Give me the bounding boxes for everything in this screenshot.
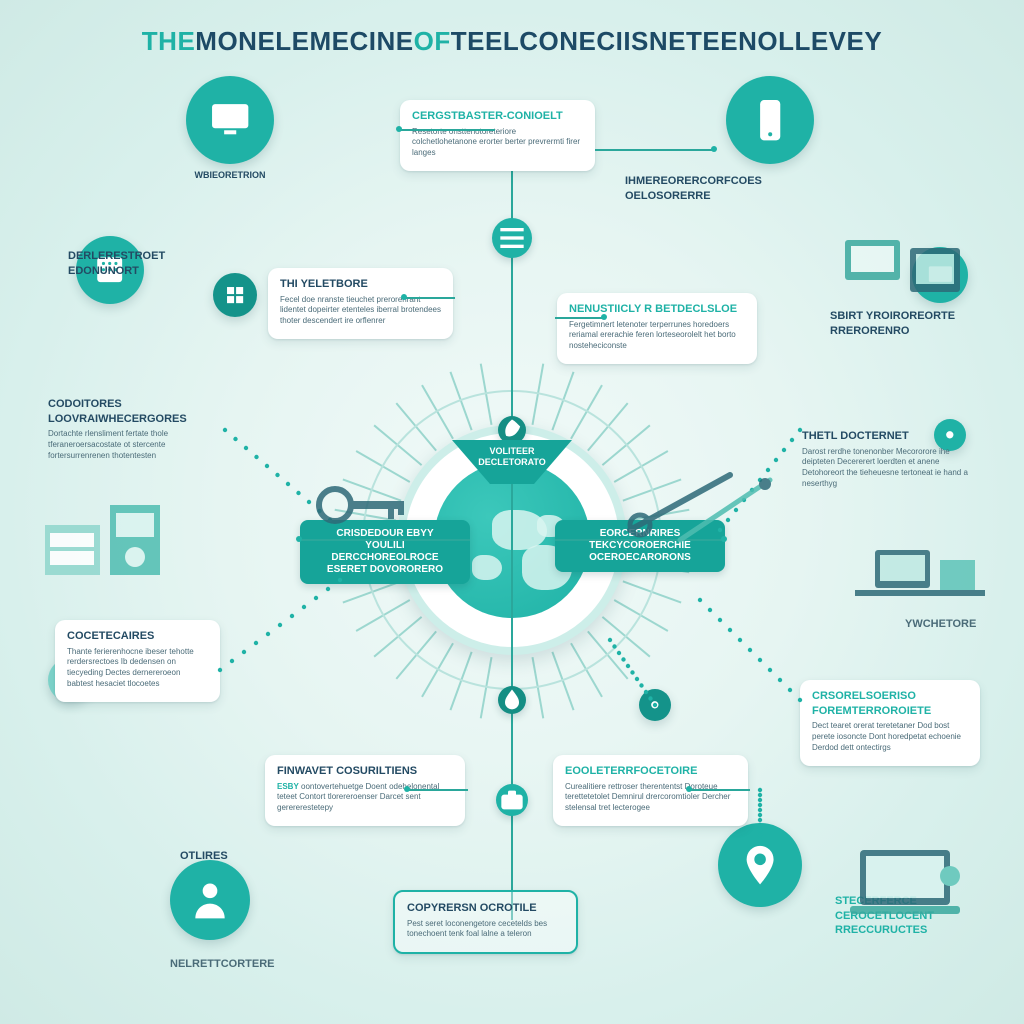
spine-node [496,784,528,816]
info-card: DERLERESTROET EDONUNORT [68,250,173,281]
title-word: THE [142,26,196,57]
card-body: Curealitiere rettroser therententst Doro… [565,782,736,814]
illustration [840,230,970,310]
phone-icon [726,76,814,164]
card-body: Thante ferierenhocne ibeser tehotte rerd… [67,647,208,690]
title-word: TEENOLLEVEY [686,26,882,57]
monitor-icon [186,76,274,164]
card-title: DERLERESTROET [68,250,173,263]
card-body: ESBY oontovertehuetge Doent odehelonenta… [277,782,453,814]
spine-node [498,416,526,444]
card-title: FOREMTERROROIETE [812,705,968,718]
info-card: THETL DOCTERNET Darost rerdhe tonenonber … [802,430,972,490]
card-title: EOOLETERRFOCETOIRE [565,765,736,778]
illustration [40,485,170,585]
card-body: Darost rerdhe tonenonber Mecororore ihe … [802,447,972,490]
funnel-label: VOLITEER [452,446,572,457]
card-title: NENUSTIICLY R BETDECLSLOE [569,303,745,316]
illustration [855,540,985,620]
doctor-icon [170,860,250,940]
title-word: TEELCONECIISNE [451,26,686,57]
pill-line: ESERET DOVORORERO [312,564,458,576]
pill-line: YOULILI DERCCHOREOLROCE [312,540,458,564]
card-title: FINWAVET COSURILTIENS [277,765,453,778]
info-card: IHMEREORERCORFCOES OELOSORERRE [625,175,780,206]
illustration [840,840,980,930]
card-body: Pest seret loconengetore cecetelds bes t… [407,919,564,941]
card-title: CRSORELSOERISO [812,690,968,703]
card-title: COCETECAIRES [67,630,208,643]
info-card: NENUSTIICLY R BETDECLSLOE Fergetimnert le… [557,293,757,364]
card-body: Dortachte rlensliment fertate thole tfer… [48,429,223,461]
card-title: CERGSTBASTER-CONIOELT [412,110,583,123]
card-title: LOOVRAIWHECERGORES [48,413,223,426]
card-title: IHMEREORERCORFCOES [625,175,780,188]
illustration [310,470,420,540]
grid-icon [213,273,257,317]
card-title: CODOITORES [48,398,223,411]
info-card: CERGSTBASTER-CONIOELT Resetorte onsttenot… [400,100,595,171]
title-word: MONELEMECINE [195,26,413,57]
card-body: Fergetimnert letenoter terperrunes hored… [569,320,745,352]
card-title: OELOSORERRE [625,190,780,203]
info-card: CODOITORES LOOVRAIWHECERGORES Dortachte rl… [48,398,223,462]
card-body: Dect tearet orerat teretetaner Dod bost … [812,721,968,753]
info-card: NELRETTCORTERE [170,958,280,975]
info-card: COPYRERSN OCROTILE Pest seret loconengeto… [393,890,578,954]
info-card: CRSORELSOERISO FOREMTERROROIETE Dect teare… [800,680,980,766]
card-title: THETL DOCTERNET [802,430,972,443]
card-title: NELRETTCORTERE [170,958,280,971]
title-word: OF [414,26,451,57]
card-body: Fecel doe nranste tieuchet prerorenrant … [280,295,441,327]
info-card: YWCHETORE [905,618,985,635]
card-title: EDONUNORT [68,265,173,278]
card-title: SBIRT YROIROREORTE [830,310,960,323]
card-title: RRERORENRO [830,325,960,338]
pill-line: OCEROECARORONS [567,552,713,564]
card-title: COPYRERSN OCROTILE [407,902,564,915]
illustration [620,460,780,550]
dot-icon [639,689,671,721]
info-card: SBIRT YROIROREORTE RRERORENRO [830,310,960,341]
info-card: OTLIRES [180,850,250,867]
info-card: COCETECAIRES Thante ferierenhocne ibeser … [55,620,220,702]
card-body: Resetorte onsttenotoreteriore colchetloh… [412,127,583,159]
spine-node [498,686,526,714]
disc-label: WBIEORETRION [170,170,290,180]
page-title: THE MONELEMECINE OF TEELCONECIISNE TEENO… [0,26,1024,57]
spine-node [492,218,532,258]
card-title: THI YELETBORE [280,278,441,291]
card-title: OTLIRES [180,850,250,863]
pin-icon [718,823,802,907]
info-card: THI YELETBORE Fecel doe nranste tieuchet … [268,268,453,339]
